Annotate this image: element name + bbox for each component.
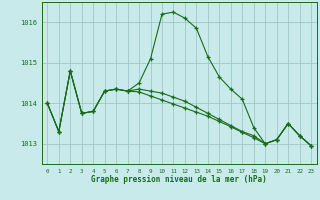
X-axis label: Graphe pression niveau de la mer (hPa): Graphe pression niveau de la mer (hPa) bbox=[91, 175, 267, 184]
